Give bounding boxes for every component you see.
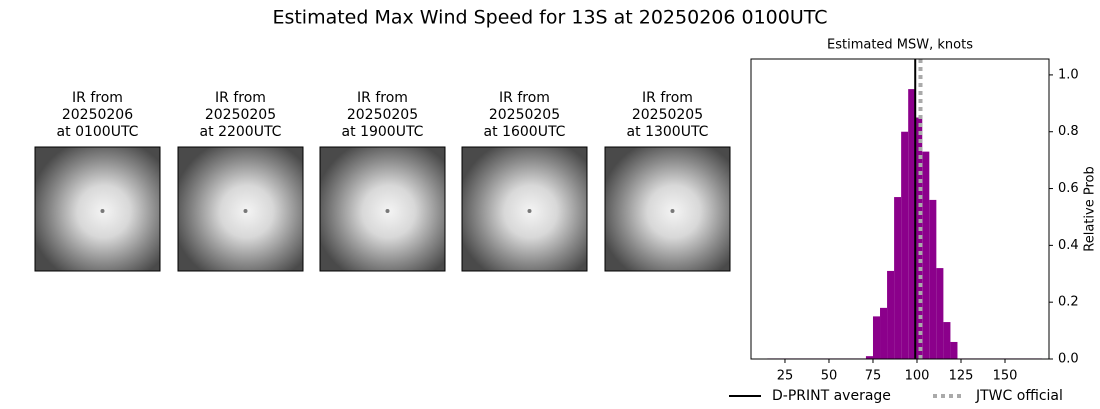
panel-label: at 1900UTC — [342, 124, 424, 140]
y-axis-label: Relative Prob — [1083, 166, 1098, 251]
panel-label: at 2200UTC — [200, 124, 282, 140]
bar — [887, 270, 895, 359]
y-tick-label: 0.2 — [1058, 295, 1079, 310]
bar — [943, 322, 951, 359]
ir-image — [319, 146, 446, 272]
y-tick-label: 0.4 — [1058, 238, 1079, 253]
panel-label: at 1300UTC — [627, 124, 709, 140]
x-tick-label: 100 — [905, 369, 930, 384]
panel-label: 20250205 — [489, 107, 560, 123]
bar — [922, 151, 930, 359]
panel-label: 20250205 — [632, 107, 703, 123]
panel-label: IR from — [72, 90, 123, 106]
panel-label: IR from — [499, 90, 550, 106]
bar — [929, 199, 937, 359]
bar — [908, 89, 916, 359]
bar — [901, 131, 909, 359]
ir-image — [604, 146, 731, 272]
x-tick-label: 50 — [821, 369, 838, 384]
figure-title: Estimated Max Wind Speed for 13S at 2025… — [272, 7, 827, 29]
panel-label: IR from — [357, 90, 408, 106]
subplot-title: Estimated MSW, knots — [827, 38, 973, 53]
legend-label: D-PRINT average — [772, 388, 891, 404]
bar — [950, 341, 958, 359]
panel-label: 20250205 — [205, 107, 276, 123]
storm-eye — [243, 209, 248, 213]
panel-label: IR from — [642, 90, 693, 106]
bar — [865, 356, 873, 359]
plot-frame — [750, 58, 1050, 360]
storm-eye — [100, 209, 105, 213]
x-tick-label: 75 — [865, 369, 882, 384]
y-tick-label: 1.0 — [1058, 67, 1079, 82]
bar — [894, 197, 902, 359]
panel-label: 20250206 — [62, 107, 133, 123]
x-tick-label: 125 — [949, 369, 974, 384]
x-tick-label: 25 — [777, 369, 794, 384]
y-tick-label: 0.6 — [1058, 181, 1079, 196]
bar — [936, 268, 944, 359]
bar — [872, 316, 881, 359]
ir-image — [177, 146, 304, 272]
storm-eye — [527, 209, 532, 213]
panel-label: 20250205 — [347, 107, 418, 123]
storm-eye — [385, 209, 390, 213]
legend-label: JTWC official — [975, 388, 1063, 404]
x-tick-label: 150 — [993, 369, 1018, 384]
y-tick-label: 0.0 — [1058, 352, 1079, 367]
y-tick-label: 0.8 — [1058, 124, 1079, 139]
storm-eye — [670, 209, 675, 213]
panel-label: IR from — [215, 90, 266, 106]
bar — [880, 307, 888, 359]
panel-label: at 1600UTC — [484, 124, 566, 140]
ir-image — [461, 146, 588, 272]
panel-label: at 0100UTC — [57, 124, 139, 140]
ir-image — [34, 146, 161, 272]
